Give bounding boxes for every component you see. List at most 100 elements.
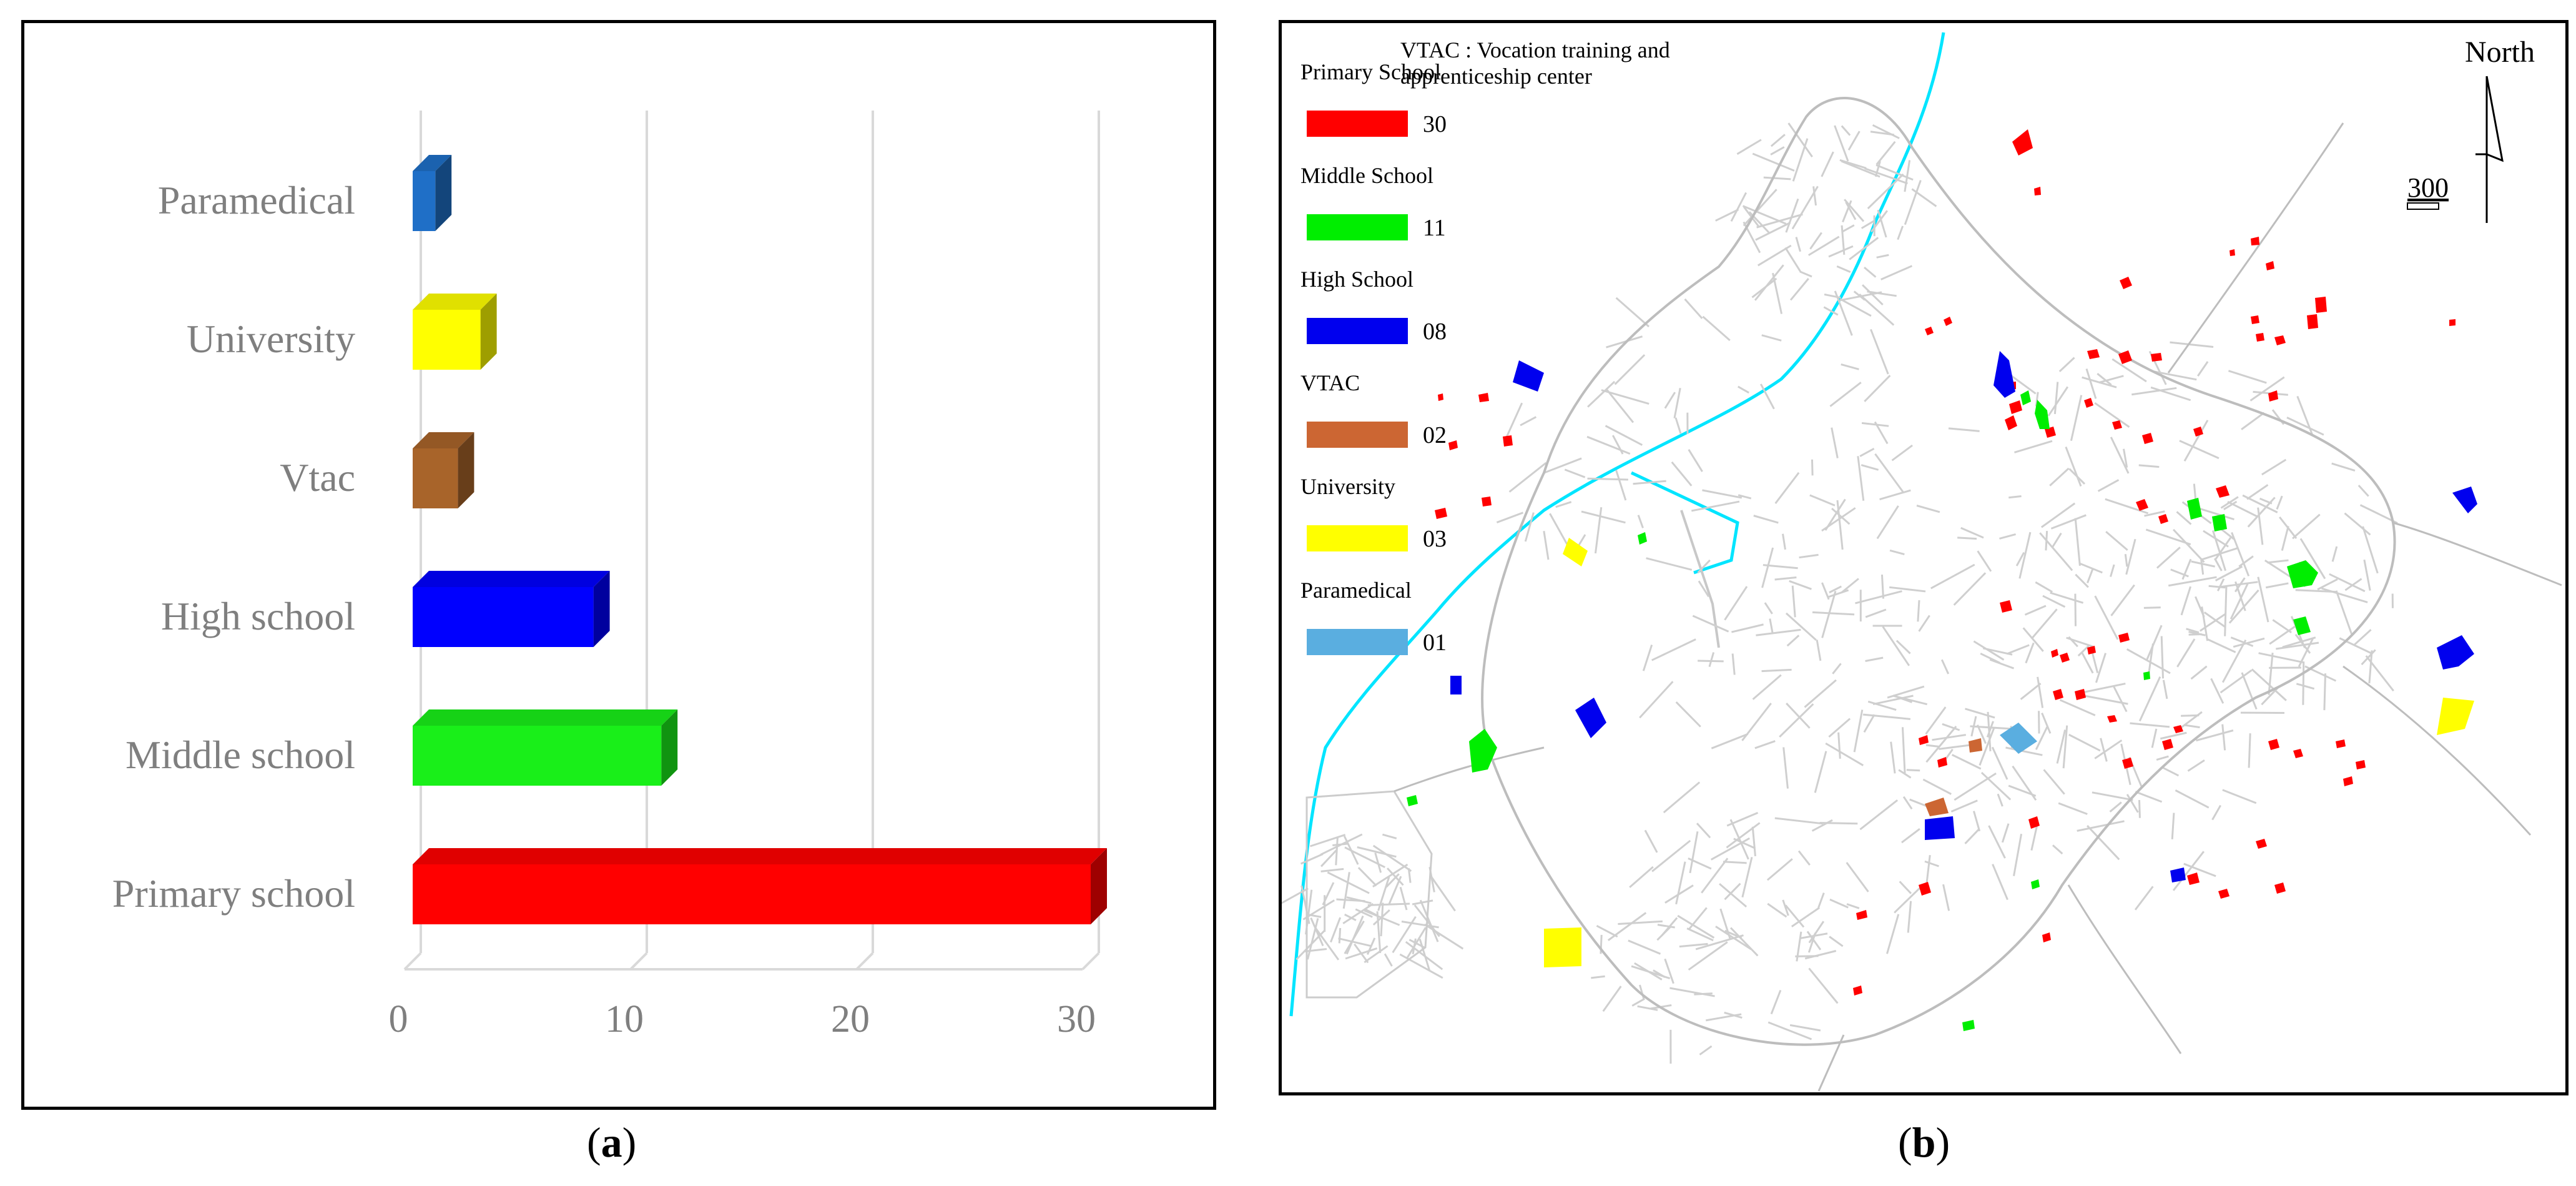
street-segment (1344, 921, 1365, 954)
harbour-pier (1630, 471, 1739, 575)
street-segment (2220, 669, 2253, 694)
legend-count: 08 (1423, 319, 1447, 345)
caption-a-open: ( (587, 1119, 601, 1166)
primary-school-plot (2034, 187, 2041, 195)
street-segment (1520, 416, 1537, 427)
street-segment (1357, 867, 1377, 887)
street-segment (2040, 502, 2076, 528)
street-segment (1614, 354, 1646, 385)
street-segment (1342, 902, 1374, 924)
street-segment (2110, 564, 2115, 577)
street-segment (1688, 941, 1728, 971)
street-segment (2056, 729, 2067, 764)
north-label: North (2465, 36, 2535, 69)
north-arrow-icon (2475, 76, 2504, 223)
street-segment (1836, 500, 1844, 550)
street-segment (1342, 872, 1350, 909)
street-segment (1708, 652, 1715, 668)
street-segment (2175, 789, 2210, 809)
legend-swatch (1307, 422, 1408, 448)
street-segment (1544, 457, 1582, 474)
primary-school-plot (2012, 129, 2033, 156)
street-segment (1816, 640, 1822, 661)
street-segment (1808, 967, 1839, 1004)
street-segment (2041, 713, 2052, 734)
street-segment (2095, 653, 2107, 683)
street-segment (1752, 152, 1795, 172)
street-segment (1663, 781, 1701, 814)
middle-school-plot (2031, 879, 2040, 889)
street-segment (1757, 244, 1792, 267)
street-segment (1696, 823, 1711, 839)
street-segment (1344, 913, 1357, 921)
street-segment (2331, 546, 2338, 562)
gridline-foot (629, 952, 648, 971)
street-segment (2354, 629, 2372, 646)
street-segment (2331, 462, 2356, 472)
street-segment (2258, 652, 2305, 664)
primary-school-plot (2087, 646, 2096, 655)
street-segment (2018, 531, 2032, 579)
street-segment (2183, 862, 2216, 877)
street-segment (1675, 701, 1701, 728)
street-segment (2197, 361, 2209, 377)
street-segment (1841, 225, 1846, 255)
street-segment (1795, 237, 1801, 252)
street-segment (1684, 298, 1703, 319)
street-segment (2124, 554, 2128, 567)
street-segment (1699, 1045, 1713, 1055)
category-label: University (187, 317, 355, 361)
primary-school-plot (2122, 758, 2133, 769)
street-segment (1845, 201, 1857, 220)
street-segment (1846, 903, 1860, 909)
street-segment (1837, 732, 1841, 759)
street-segment (1761, 547, 1774, 588)
street-segment (1799, 553, 1819, 559)
street-segment (2362, 526, 2379, 574)
street-segment (2074, 518, 2081, 566)
street-segment (2092, 791, 2133, 801)
primary-school-plot (2293, 749, 2303, 758)
street-segment (1821, 591, 1837, 638)
university-plot (2437, 698, 2474, 735)
primary-school-plot (2053, 689, 2063, 700)
category-label: Paramedical (158, 178, 355, 222)
street-segment (2030, 826, 2038, 851)
legend-label: Primary School (1300, 59, 1441, 84)
school-location-map: Primary School 30 Middle School 11 High Scho… (1279, 20, 2569, 1095)
street-segment (1719, 882, 1748, 908)
street-segment (1979, 727, 1995, 766)
street-segment (2151, 728, 2158, 748)
street-segment (2105, 531, 2128, 551)
street-segment (1764, 602, 1773, 615)
street-segment (2138, 464, 2160, 468)
street-segment (1710, 837, 1750, 861)
street-segment (2238, 555, 2254, 568)
street-segment (1702, 315, 1731, 342)
street-segment (1372, 863, 1408, 888)
primary-school-plot (2142, 433, 2153, 444)
street-segment (2020, 683, 2042, 700)
street-segment (1726, 811, 1759, 827)
street-segment (1809, 232, 1822, 250)
bar-front-face (413, 587, 594, 647)
primary-school-plot (2112, 420, 2122, 430)
street-segment (2126, 794, 2139, 813)
street-segment (2196, 729, 2234, 742)
street-segment (1891, 444, 1913, 462)
category-label: Middle school (125, 733, 355, 777)
street-segment (1756, 628, 1801, 636)
street-segment (1870, 329, 1889, 375)
primary-school-plot (2084, 398, 2093, 408)
street-segment (1691, 500, 1740, 512)
street-segment (2231, 531, 2250, 576)
street-segment (1916, 505, 1940, 513)
street-segment (1796, 931, 1802, 962)
street-segment (1901, 727, 1906, 773)
street-segment (2138, 799, 2141, 818)
street-segment (1791, 585, 1796, 618)
bar (413, 294, 497, 370)
street-segment (1729, 927, 1759, 957)
street-segment (1812, 611, 1855, 616)
street-segment (1799, 270, 1812, 278)
